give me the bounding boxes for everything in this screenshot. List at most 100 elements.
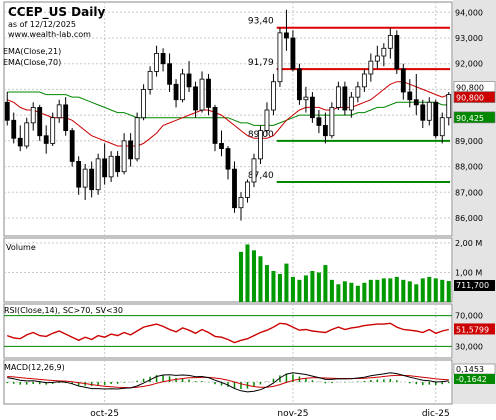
rsi-label: RSI(Close,14), SC>70, SV<30 <box>4 306 123 315</box>
rsi-tick-label: 70,000 <box>455 312 483 321</box>
volume-bar <box>362 282 367 302</box>
candle-body <box>361 73 367 88</box>
volume-bar <box>388 278 393 302</box>
ema-slow-line <box>7 91 449 126</box>
candle-body <box>232 168 237 209</box>
volume-bar <box>297 279 302 302</box>
volume-bar <box>394 276 399 302</box>
volume-tick-label: 2,00 M <box>455 239 482 248</box>
volume-badge-box <box>454 280 495 291</box>
macd-signal-badge-box <box>454 374 495 384</box>
macd-signal-badge: -0,1642 <box>456 375 487 384</box>
price-tick-label: 87,000 <box>455 188 483 197</box>
candle-body <box>439 117 445 137</box>
rsi-tick-label: 30,000 <box>455 342 483 351</box>
candle-body <box>348 96 354 111</box>
candle-body <box>89 168 95 191</box>
level-label: 91,79 <box>248 58 274 68</box>
candle-body <box>24 122 30 147</box>
candle-body <box>115 155 121 173</box>
rsi-panel <box>3 303 453 359</box>
candle-body <box>43 135 49 144</box>
volume-bar <box>368 279 373 302</box>
candle-body <box>433 101 439 137</box>
candle-body <box>381 47 387 57</box>
candle-body <box>173 83 179 101</box>
volume-tick-label: 1,00 M <box>455 268 482 277</box>
candle-body <box>212 107 218 144</box>
price-panel <box>3 1 453 237</box>
volume-bar <box>264 265 269 302</box>
macd-line <box>7 372 449 393</box>
volume-bar <box>407 281 412 302</box>
price-tick-label: 89,000 <box>455 137 483 146</box>
volume-bar <box>446 281 451 302</box>
chart-title: CCEP_US Daily <box>8 5 105 20</box>
price-tick-label: 88,000 <box>455 163 483 172</box>
candle-body <box>69 130 75 162</box>
candle-body <box>11 119 17 139</box>
volume-bar <box>245 244 250 302</box>
candle-body <box>50 117 56 144</box>
candle-body <box>264 109 270 131</box>
candle-body <box>284 32 289 39</box>
chart-subtitle: as of 12/12/2025 <box>8 20 76 29</box>
volume-bar <box>381 278 386 302</box>
candle-body <box>4 101 10 121</box>
candle-body <box>251 158 257 183</box>
volume-bar <box>238 251 243 302</box>
candle-body <box>245 181 250 198</box>
candle-body <box>420 104 426 121</box>
macd-signal-line <box>7 374 449 389</box>
candle-body <box>303 96 309 101</box>
level-label: 93,40 <box>248 17 274 27</box>
rsi-badge: 51,5799 <box>456 325 489 334</box>
rsi-badge-box <box>454 323 495 335</box>
candle-body <box>219 143 224 149</box>
volume-bar <box>323 265 328 302</box>
candle-body <box>271 81 276 111</box>
volume-bar <box>329 279 334 302</box>
candle-body <box>400 68 406 93</box>
volume-bar <box>433 278 438 302</box>
candle-body <box>186 73 192 88</box>
site-label: www.wealth-lab.com <box>8 30 91 39</box>
volume-bar <box>284 263 289 302</box>
candle-body <box>128 140 134 160</box>
candle-body <box>342 86 348 111</box>
ema-fast-legend: EMA(Close,21) <box>3 47 61 56</box>
volume-bar <box>355 285 360 302</box>
candle-body <box>17 137 23 147</box>
x-tick-label: dic-25 <box>422 409 450 419</box>
volume-bar <box>420 278 425 302</box>
candle-body <box>322 125 328 137</box>
volume-bar <box>414 284 419 302</box>
candle-body <box>309 96 315 119</box>
candle-body <box>193 86 198 111</box>
volume-bar <box>342 281 347 302</box>
volume-bar <box>258 256 263 302</box>
candle-body <box>180 73 185 101</box>
x-tick-label: nov-25 <box>277 409 308 419</box>
x-tick-label: oct-25 <box>90 409 119 419</box>
candle-body <box>413 99 419 106</box>
ema-fast-line <box>7 81 449 147</box>
candle-body <box>316 117 322 126</box>
candle-body <box>154 53 159 72</box>
candle-body <box>394 35 400 70</box>
volume-bar <box>427 276 432 302</box>
volume-bar <box>251 250 256 302</box>
ema-fast-badge-box <box>453 91 496 103</box>
candle-body <box>387 35 393 49</box>
volume-label: Volume <box>6 243 36 252</box>
volume-bar <box>375 279 380 302</box>
candle-body <box>134 117 140 160</box>
volume-bar <box>277 273 282 302</box>
candle-body <box>297 68 302 101</box>
candle-body <box>82 168 88 188</box>
candle-body <box>277 32 283 83</box>
ema-slow-legend: EMA(Close,70) <box>3 58 61 67</box>
candle-body <box>121 140 127 173</box>
candle-body <box>108 155 114 178</box>
